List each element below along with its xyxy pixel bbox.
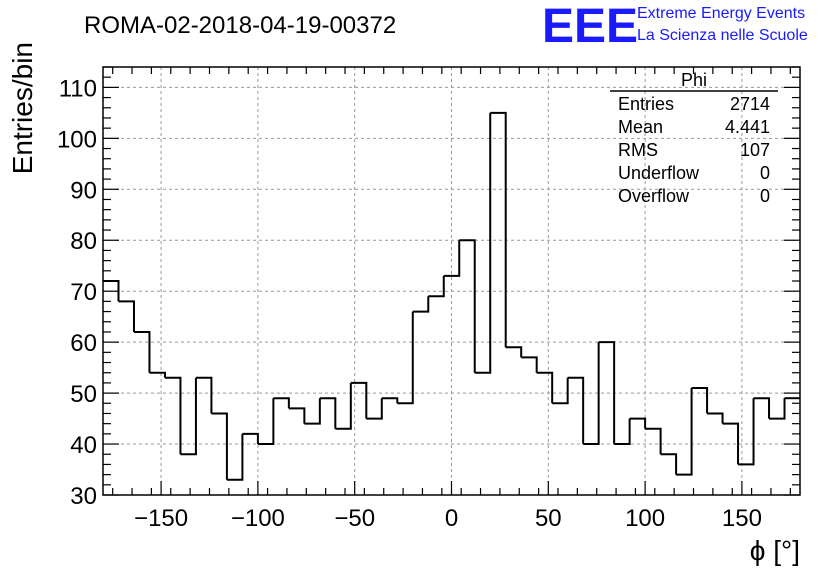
histogram-bin bbox=[567, 376, 585, 445]
histogram-bin bbox=[660, 453, 678, 475]
histogram-bin bbox=[149, 371, 166, 378]
histogram-bin bbox=[288, 407, 306, 424]
stats-row-value: 4.441 bbox=[725, 117, 770, 137]
histogram-bin bbox=[691, 387, 709, 414]
x-tick-label: −100 bbox=[231, 505, 285, 532]
x-tick-labels: −150 −100 −50 0 50 100 150 bbox=[134, 505, 762, 532]
histogram-bin bbox=[335, 382, 352, 430]
x-tick-label: −150 bbox=[134, 505, 188, 532]
y-tick-label: 90 bbox=[70, 177, 97, 204]
x-axis-title: ϕ [°] bbox=[750, 535, 800, 566]
x-tick-label: 100 bbox=[625, 505, 665, 532]
histogram-bin bbox=[428, 275, 445, 298]
histogram-bin bbox=[443, 240, 461, 277]
stats-row-value: 0 bbox=[760, 163, 770, 183]
histogram-bin bbox=[490, 111, 507, 348]
histogram-bin bbox=[505, 346, 523, 358]
y-tick-label: 110 bbox=[59, 75, 97, 102]
logo-line-2: La Scienza nelle Scuole bbox=[637, 27, 808, 44]
histogram-bin bbox=[133, 330, 151, 373]
y-tick-label: 100 bbox=[57, 126, 97, 153]
x-tick-label: −50 bbox=[334, 505, 375, 532]
histogram-bin bbox=[753, 397, 771, 419]
histogram-bin bbox=[164, 376, 182, 455]
y-tick-label: 70 bbox=[70, 279, 97, 306]
histogram-bin bbox=[676, 388, 693, 476]
stats-row-label: Overflow bbox=[618, 186, 690, 206]
stats-rows: Entries 2714 Mean 4.441 RMS 107 Underflow 0 Over… bbox=[618, 94, 770, 206]
histogram-bin bbox=[366, 398, 383, 420]
stats-row-value: 2714 bbox=[730, 94, 770, 114]
histogram-bin bbox=[598, 341, 616, 445]
histogram-bars bbox=[103, 111, 800, 481]
stats-row-value: 0 bbox=[760, 186, 770, 206]
histogram-bin bbox=[319, 397, 337, 429]
histogram-bin bbox=[118, 300, 135, 332]
histogram-bin bbox=[195, 376, 213, 414]
eee-logo: EEE Extreme Energy Events La Scienza nel… bbox=[542, 0, 808, 53]
histogram-bin bbox=[350, 381, 368, 419]
histogram-bin bbox=[381, 397, 399, 404]
histogram-bin bbox=[211, 412, 228, 480]
stats-row-label: Mean bbox=[618, 117, 663, 137]
histogram-bin bbox=[459, 239, 476, 373]
stats-row-value: 107 bbox=[740, 140, 770, 160]
histogram-bin bbox=[474, 112, 492, 374]
stats-row-label: RMS bbox=[618, 140, 658, 160]
stats-box-name: Phi bbox=[681, 70, 707, 90]
histogram-bin bbox=[412, 296, 430, 313]
y-tick-label: 40 bbox=[70, 432, 97, 459]
histogram-bin bbox=[226, 433, 244, 481]
x-tick-label: 150 bbox=[722, 505, 762, 532]
grid-lines bbox=[103, 67, 800, 495]
y-axis-ticks bbox=[103, 66, 800, 496]
histogram-bin bbox=[180, 377, 197, 456]
chart-title: ROMA-02-2018-04-19-00372 bbox=[84, 12, 396, 39]
histogram-bin bbox=[536, 371, 554, 404]
histogram-bin bbox=[583, 342, 600, 446]
histogram-bin bbox=[552, 377, 569, 405]
histogram-bin bbox=[273, 397, 290, 409]
histogram-bin bbox=[257, 398, 275, 446]
stats-row-label: Underflow bbox=[618, 163, 700, 183]
logo-line-1: Extreme Energy Events bbox=[637, 5, 805, 22]
histogram-bin bbox=[614, 418, 631, 446]
histogram-bin bbox=[722, 422, 740, 465]
histogram-bin bbox=[629, 417, 647, 429]
y-tick-label: 60 bbox=[70, 330, 97, 357]
x-tick-label: 0 bbox=[445, 505, 458, 532]
y-tick-label: 50 bbox=[70, 381, 97, 408]
plot-frame bbox=[102, 66, 801, 496]
eee-logo-mark: EEE bbox=[542, 0, 638, 53]
histogram-bin bbox=[738, 398, 755, 466]
histogram-bin bbox=[707, 412, 724, 424]
y-axis-title: Entries/bin bbox=[7, 42, 38, 174]
x-axis-ticks bbox=[112, 67, 791, 495]
histogram-bin bbox=[769, 398, 786, 420]
histogram-bin bbox=[397, 311, 414, 405]
histogram-bin bbox=[645, 427, 662, 455]
stats-box: Phi Entries 2714 Mean 4.441 RMS 107 Underflow 0… bbox=[610, 70, 778, 206]
histogram-bin bbox=[242, 432, 259, 445]
y-tick-label: 30 bbox=[70, 483, 97, 510]
x-tick-label: 50 bbox=[535, 505, 562, 532]
y-tick-label: 80 bbox=[70, 228, 97, 255]
histogram-bin bbox=[521, 356, 538, 373]
y-tick-labels: 30 40 50 60 70 80 90 100 110 bbox=[57, 75, 97, 510]
histogram-bin bbox=[304, 398, 321, 425]
stats-row-label: Entries bbox=[618, 94, 674, 114]
